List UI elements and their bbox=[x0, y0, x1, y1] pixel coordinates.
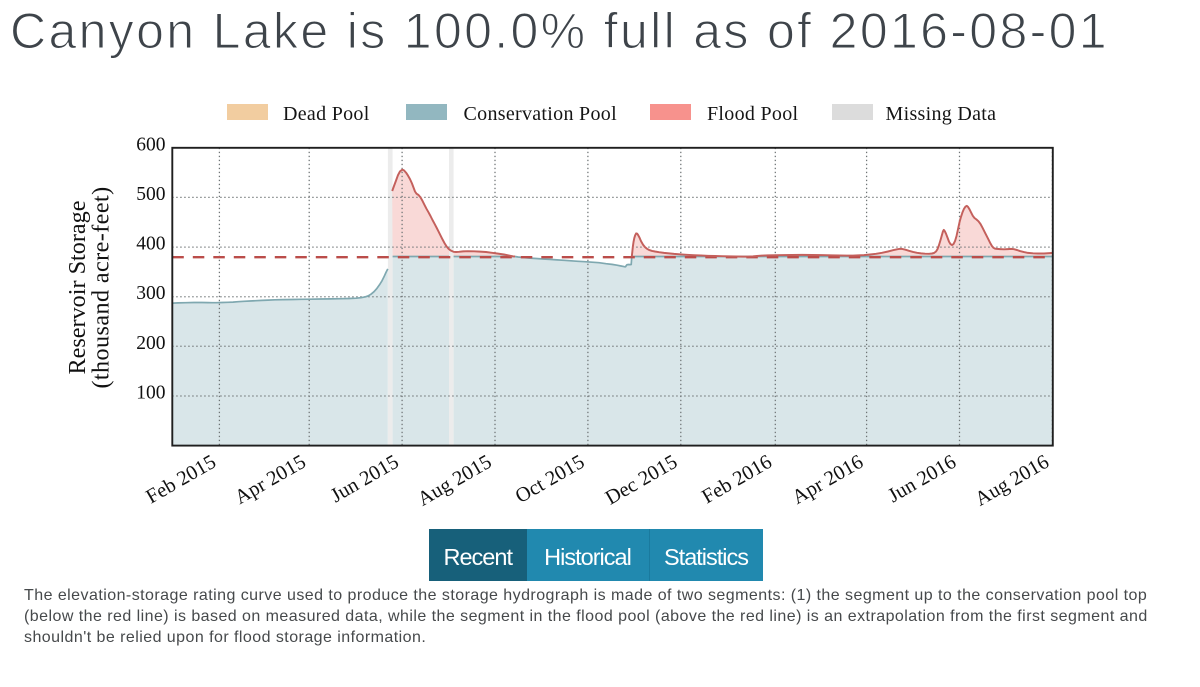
svg-text:Reservoir Storage: Reservoir Storage bbox=[64, 201, 91, 375]
svg-text:Apr 2015: Apr 2015 bbox=[231, 451, 310, 509]
svg-text:100: 100 bbox=[136, 383, 165, 404]
svg-text:Feb 2016: Feb 2016 bbox=[698, 451, 776, 508]
svg-text:Apr 2016: Apr 2016 bbox=[789, 451, 868, 509]
svg-text:Aug 2015: Aug 2015 bbox=[414, 451, 496, 511]
svg-text:Feb 2015: Feb 2015 bbox=[142, 451, 220, 508]
svg-text:500: 500 bbox=[136, 184, 165, 205]
svg-text:400: 400 bbox=[136, 234, 165, 255]
svg-text:(thousand acre-feet): (thousand acre-feet) bbox=[88, 186, 115, 388]
svg-text:Jun 2015: Jun 2015 bbox=[327, 451, 403, 507]
svg-text:200: 200 bbox=[136, 333, 165, 354]
svg-text:600: 600 bbox=[136, 134, 165, 155]
svg-text:Jun 2016: Jun 2016 bbox=[884, 451, 960, 507]
svg-text:300: 300 bbox=[136, 283, 165, 304]
svg-text:Dec 2015: Dec 2015 bbox=[602, 451, 682, 510]
svg-text:Aug 2016: Aug 2016 bbox=[971, 451, 1053, 511]
svg-text:Oct 2015: Oct 2015 bbox=[512, 451, 589, 508]
